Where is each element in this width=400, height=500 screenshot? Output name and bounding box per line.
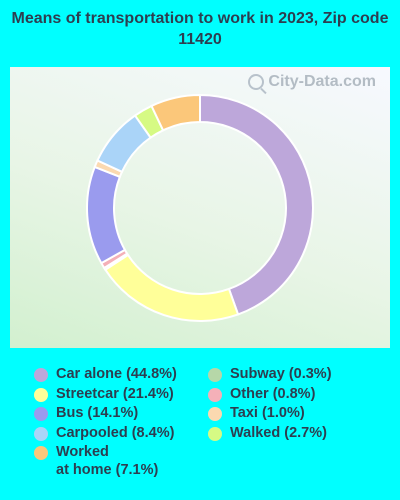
legend-label: Bus (14.1%) — [56, 405, 139, 421]
legend-swatch — [208, 426, 222, 441]
watermark: City-Data.com — [248, 73, 376, 91]
legend-item-subway: Subway (0.3%) — [208, 366, 332, 384]
legend-swatch — [34, 446, 48, 460]
chart-title: Means of transportation to work in 2023,… — [11, 10, 389, 48]
slice-streetcar — [103, 253, 240, 322]
legend-item-streetcar: Streetcar (21.4%) — [34, 386, 177, 404]
legend-swatch — [208, 387, 222, 402]
watermark-text: City-Data.com — [268, 73, 376, 90]
legend-swatch — [34, 407, 48, 421]
plot-area: City-Data.com — [10, 67, 390, 348]
legend-item-walked: Walked (2.7%) — [208, 425, 332, 443]
legend-item-carpooled: Carpooled (8.4%) — [34, 425, 177, 443]
legend-swatch — [34, 387, 48, 402]
legend-label: Walked (2.7%) — [230, 424, 327, 441]
legend-item-car-alone: Car alone (44.8%) — [34, 366, 177, 384]
slice-car-alone — [199, 93, 314, 316]
legend-item-bus: Bus (14.1%) — [34, 405, 177, 423]
legend-label: Worked at home (7.1%) — [56, 444, 159, 478]
legend-label: Taxi (1.0%) — [230, 405, 305, 421]
legend-swatch — [34, 368, 48, 382]
legend-swatch — [208, 407, 222, 421]
legend-item-taxi: Taxi (1.0%) — [208, 405, 332, 423]
legend-item-other: Other (0.8%) — [208, 386, 332, 404]
legend-label: Other (0.8%) — [230, 385, 316, 402]
legend-swatch — [34, 426, 48, 441]
slice-worked-at-home — [150, 93, 201, 132]
legend-label: Subway (0.3%) — [230, 366, 332, 382]
donut-chart — [86, 93, 314, 322]
slice-bus — [86, 165, 127, 265]
legend-column-right: Subway (0.3%) Other (0.8%) Taxi (1.0%) Walk… — [208, 366, 332, 444]
legend-label: Carpooled (8.4%) — [56, 424, 175, 441]
legend-label: Streetcar (21.4%) — [56, 385, 174, 402]
legend-swatch — [208, 368, 222, 382]
legend-column-left: Car alone (44.8%) Streetcar (21.4%) Bus (1… — [34, 366, 177, 481]
legend-label: Car alone (44.8%) — [56, 366, 177, 382]
legend-item-worked-at-home: Worked at home (7.1%) — [34, 444, 177, 479]
magnifier-icon — [248, 74, 265, 90]
